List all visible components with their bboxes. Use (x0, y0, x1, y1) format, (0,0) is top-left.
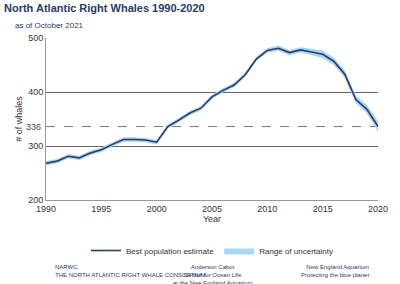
svg-text:Year: Year (203, 214, 221, 224)
svg-text:2010: 2010 (257, 204, 277, 214)
svg-text:2015: 2015 (313, 204, 333, 214)
svg-text:200: 200 (28, 195, 43, 205)
svg-text:400: 400 (28, 87, 43, 97)
svg-text:NARWCTHE NORTH ATLANTIC RIGHT: NARWCTHE NORTH ATLANTIC RIGHT WHALE CONS… (55, 264, 206, 278)
svg-text:2020: 2020 (368, 204, 388, 214)
svg-text:1995: 1995 (91, 204, 111, 214)
svg-text:336: 336 (26, 122, 41, 132)
svg-text:300: 300 (28, 141, 43, 151)
svg-text:500: 500 (28, 33, 43, 43)
svg-text:2000: 2000 (147, 204, 167, 214)
svg-text:New England AquariumProtecting: New England AquariumProtecting the blue … (301, 264, 369, 278)
svg-text:1990: 1990 (36, 204, 56, 214)
svg-text:# of whales: # of whales (14, 96, 24, 142)
svg-text:Range of uncertainty: Range of uncertainty (259, 247, 333, 256)
svg-text:2005: 2005 (202, 204, 222, 214)
svg-text:Best population estimate: Best population estimate (126, 247, 214, 256)
svg-text:North Atlantic Right Whales 19: North Atlantic Right Whales 1990-2020 (4, 2, 205, 14)
svg-text:Anderson CabotCenter for Ocean: Anderson CabotCenter for Ocean Lifeat th… (173, 264, 252, 284)
svg-text:as of October 2021: as of October 2021 (15, 21, 84, 30)
